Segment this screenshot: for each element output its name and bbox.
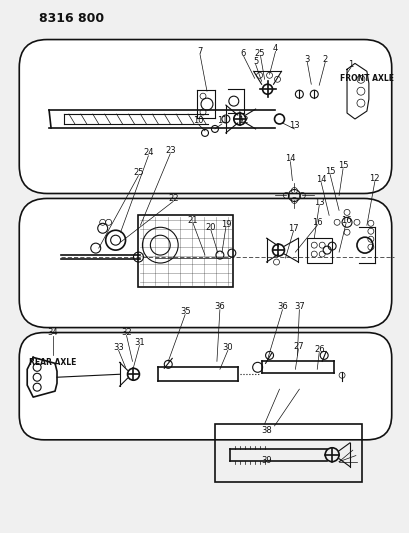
Text: 36: 36 (214, 302, 225, 311)
Text: 10: 10 (192, 117, 203, 125)
Text: 4: 4 (272, 44, 277, 53)
Bar (138, 215, 232, 287)
Text: 6: 6 (240, 49, 245, 58)
Text: 20: 20 (205, 223, 216, 232)
FancyBboxPatch shape (19, 39, 391, 193)
Bar (307, 238, 331, 263)
Text: 34: 34 (47, 328, 58, 337)
Text: 2: 2 (322, 55, 327, 64)
Text: 26: 26 (313, 345, 324, 354)
Text: 13: 13 (288, 122, 299, 131)
Text: 25: 25 (133, 168, 143, 177)
Text: 31: 31 (134, 338, 144, 347)
Text: 25: 25 (254, 49, 264, 58)
Text: 13: 13 (313, 198, 324, 207)
Text: 12: 12 (369, 174, 379, 183)
Text: 38: 38 (261, 426, 271, 435)
Text: 8316 800: 8316 800 (39, 12, 104, 25)
Text: 3: 3 (304, 55, 309, 64)
Bar (214, 424, 361, 481)
Text: 27: 27 (292, 342, 303, 351)
Text: FRONT AXLE: FRONT AXLE (339, 74, 393, 83)
Text: 24: 24 (143, 148, 153, 157)
Text: 22: 22 (168, 194, 178, 203)
Text: 17: 17 (288, 224, 298, 233)
Text: REAR AXLE: REAR AXLE (29, 358, 76, 367)
Text: 1: 1 (348, 60, 353, 69)
FancyBboxPatch shape (19, 333, 391, 440)
Text: 32: 32 (121, 328, 132, 337)
Text: 12: 12 (238, 117, 248, 125)
Text: 35: 35 (180, 307, 190, 316)
Text: 33: 33 (113, 343, 124, 352)
Text: 19: 19 (220, 220, 231, 229)
Text: 5: 5 (252, 57, 258, 66)
Text: 15: 15 (337, 161, 348, 170)
Text: 21: 21 (187, 216, 198, 225)
Text: 30: 30 (222, 343, 233, 352)
Text: 37: 37 (293, 302, 304, 311)
Text: 39: 39 (261, 456, 271, 465)
FancyBboxPatch shape (19, 198, 391, 328)
Text: 16: 16 (311, 218, 322, 227)
Text: 36: 36 (276, 302, 287, 311)
Text: 14: 14 (315, 175, 326, 184)
Text: 11: 11 (216, 117, 227, 125)
Text: 15: 15 (324, 167, 335, 176)
Text: 7: 7 (197, 47, 202, 56)
Text: 16: 16 (340, 216, 351, 225)
Text: 23: 23 (164, 146, 175, 155)
Text: 14: 14 (285, 154, 295, 163)
